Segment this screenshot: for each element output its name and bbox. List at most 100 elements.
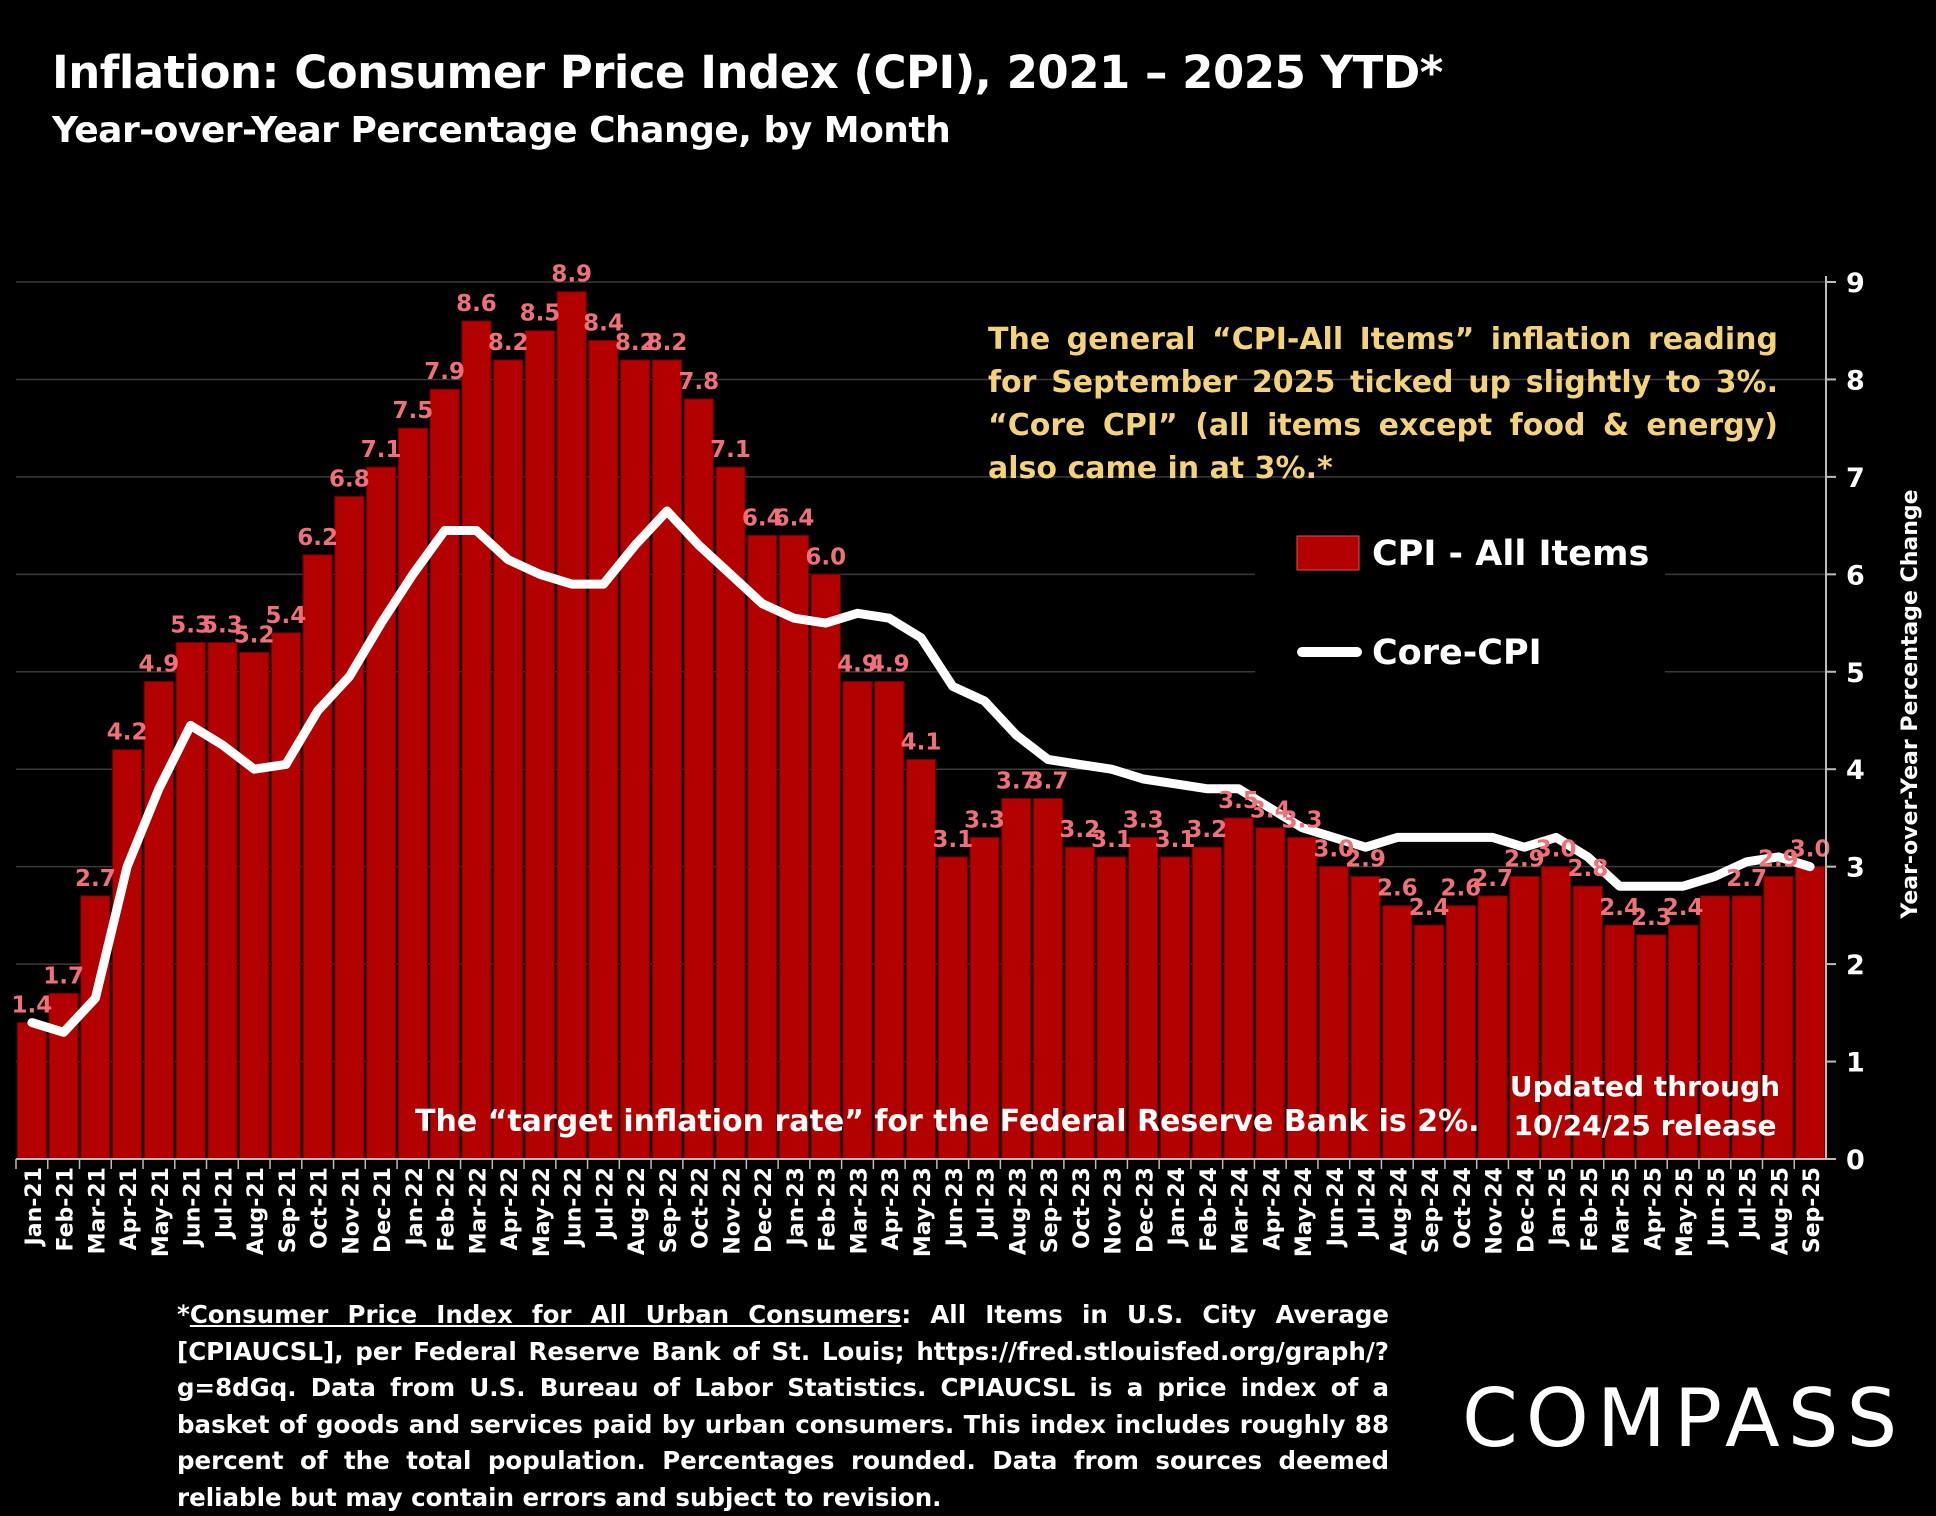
bar-data-label: 3.7	[996, 768, 1037, 794]
x-tick-label: Aug-25	[1768, 1167, 1793, 1255]
x-tick-label: Sep-25	[1800, 1167, 1825, 1253]
y-tick-label: 9	[1846, 268, 1865, 299]
cpi-bar	[1128, 836, 1159, 1160]
cpi-bar	[175, 642, 206, 1160]
compass-logo: COMPASS	[1462, 1372, 1906, 1465]
x-tick-label: Jul-22	[593, 1167, 618, 1240]
footnote-link: Consumer Price Index for All Urban Consu…	[189, 1300, 902, 1329]
cpi-bar	[937, 856, 968, 1160]
y-tick-label: 6	[1846, 560, 1865, 591]
cpi-bar	[1064, 846, 1095, 1160]
bar-data-label: 2.9	[1504, 846, 1545, 872]
x-tick-label: Feb-21	[54, 1167, 79, 1252]
bar-data-label: 5.4	[266, 603, 307, 629]
cpi-bar	[270, 632, 302, 1160]
bar-data-label: 2.6	[1377, 876, 1418, 902]
bar-data-label: 2.7	[1726, 866, 1767, 892]
cpi-bar	[80, 895, 111, 1160]
x-tick-label: Oct-22	[689, 1167, 714, 1249]
bar-data-label: 7.5	[393, 398, 434, 424]
bar-data-label: 3.7	[1028, 768, 1069, 794]
updated-note-line1: Updated through	[1510, 1070, 1780, 1103]
x-tick-label: Jul-25	[1737, 1167, 1762, 1240]
bar-data-label: 2.7	[1472, 866, 1513, 892]
cpi-bar	[1096, 856, 1127, 1160]
x-tick-label: Feb-25	[1578, 1167, 1603, 1252]
cpi-bar	[493, 359, 524, 1160]
x-tick-label: Jan-21	[22, 1167, 47, 1247]
bar-data-label: 8.2	[615, 330, 656, 356]
bar-data-label: 3.0	[1790, 837, 1831, 863]
x-tick-label: Sep-21	[276, 1167, 301, 1253]
cpi-bar	[207, 642, 238, 1160]
x-tick-label: Sep-22	[657, 1167, 682, 1253]
bar-data-label: 8.9	[551, 262, 592, 288]
x-tick-label: Apr-21	[117, 1167, 142, 1250]
y-tick-label: 8	[1846, 365, 1865, 396]
cpi-bar	[588, 339, 619, 1160]
bar-data-label: 3.2	[1186, 817, 1227, 843]
bar-data-label: 3.2	[1059, 817, 1100, 843]
bar-data-label: 7.1	[361, 437, 402, 463]
y-axis-title: Year-over-Year Percentage Change	[1898, 489, 1923, 919]
x-tick-label: Jun-25	[1705, 1167, 1730, 1248]
legend-label-cpi: CPI - All Items	[1372, 534, 1649, 574]
bar-data-labels: 1.41.72.74.24.95.35.35.25.46.26.87.17.57…	[12, 262, 1831, 1019]
x-tick-label: Mar-21	[85, 1167, 110, 1254]
x-tick-label: Mar-24	[1229, 1167, 1254, 1254]
cpi-bar	[620, 359, 651, 1160]
cpi-bar	[239, 651, 270, 1160]
bar-data-label: 3.5	[1218, 788, 1259, 814]
bar-data-label: 6.8	[329, 466, 370, 492]
cpi-bar	[524, 330, 556, 1160]
x-tick-label: May-23	[911, 1167, 936, 1257]
cpi-bar	[969, 836, 1000, 1160]
x-tick-label: Apr-23	[879, 1167, 904, 1250]
cpi-bar	[1191, 846, 1222, 1160]
x-tick-label: Mar-23	[847, 1167, 872, 1254]
bar-data-label: 3.3	[1123, 807, 1164, 833]
x-tick-label: Jul-24	[1356, 1167, 1381, 1240]
bar-data-label: 2.3	[1631, 905, 1672, 931]
legend-bar-swatch	[1296, 535, 1360, 571]
x-tick-label: Dec-22	[752, 1167, 777, 1253]
bar-data-label: 3.3	[964, 807, 1005, 833]
legend: CPI - All Items Core-CPI	[1255, 512, 1665, 682]
cpi-bar	[810, 573, 841, 1160]
cpi-bar	[1001, 797, 1032, 1160]
bar-data-label: 2.9	[1345, 846, 1386, 872]
bar-data-label: 6.2	[297, 525, 338, 551]
x-tick-label: May-24	[1292, 1167, 1317, 1257]
chart-subtitle: Year-over-Year Percentage Change, by Mon…	[52, 110, 951, 151]
bar-data-label: 2.4	[1599, 895, 1640, 921]
y-tick-label: 1	[1846, 1048, 1865, 1079]
bar-data-label: 5.2	[234, 622, 275, 648]
x-tick-label: May-22	[530, 1167, 555, 1257]
bar-data-label: 2.9	[1758, 846, 1799, 872]
x-tick-label: Nov-24	[1483, 1167, 1508, 1255]
bar-data-label: 3.0	[1536, 837, 1577, 863]
y-tick-label: 0	[1846, 1145, 1865, 1176]
bar-data-label: 3.1	[1155, 827, 1196, 853]
x-tick-label: Mar-25	[1610, 1167, 1635, 1254]
x-tick-label: Sep-24	[1419, 1167, 1444, 1253]
cpi-bar	[905, 758, 937, 1160]
x-tick-label: Oct-24	[1451, 1167, 1476, 1249]
x-tick-label: Feb-24	[1197, 1167, 1222, 1252]
x-tick-label: Dec-23	[1133, 1167, 1158, 1253]
cpi-bar	[461, 320, 492, 1160]
bar-data-label: 2.8	[1567, 856, 1608, 882]
bar-data-label: 3.1	[932, 827, 973, 853]
cpi-bar	[556, 291, 587, 1160]
footnote: *Consumer Price Index for All Urban Cons…	[177, 1297, 1389, 1516]
bar-data-label: 2.4	[1409, 895, 1450, 921]
bar-data-label: 7.8	[678, 369, 719, 395]
bar-data-label: 1.7	[43, 963, 84, 989]
bar-data-label: 5.3	[202, 613, 243, 639]
bar-data-label: 4.9	[139, 652, 180, 678]
cpi-bar	[874, 681, 905, 1160]
y-tick-label: 4	[1846, 755, 1865, 786]
bar-data-label: 1.4	[12, 993, 53, 1019]
cpi-bar	[1413, 924, 1445, 1160]
